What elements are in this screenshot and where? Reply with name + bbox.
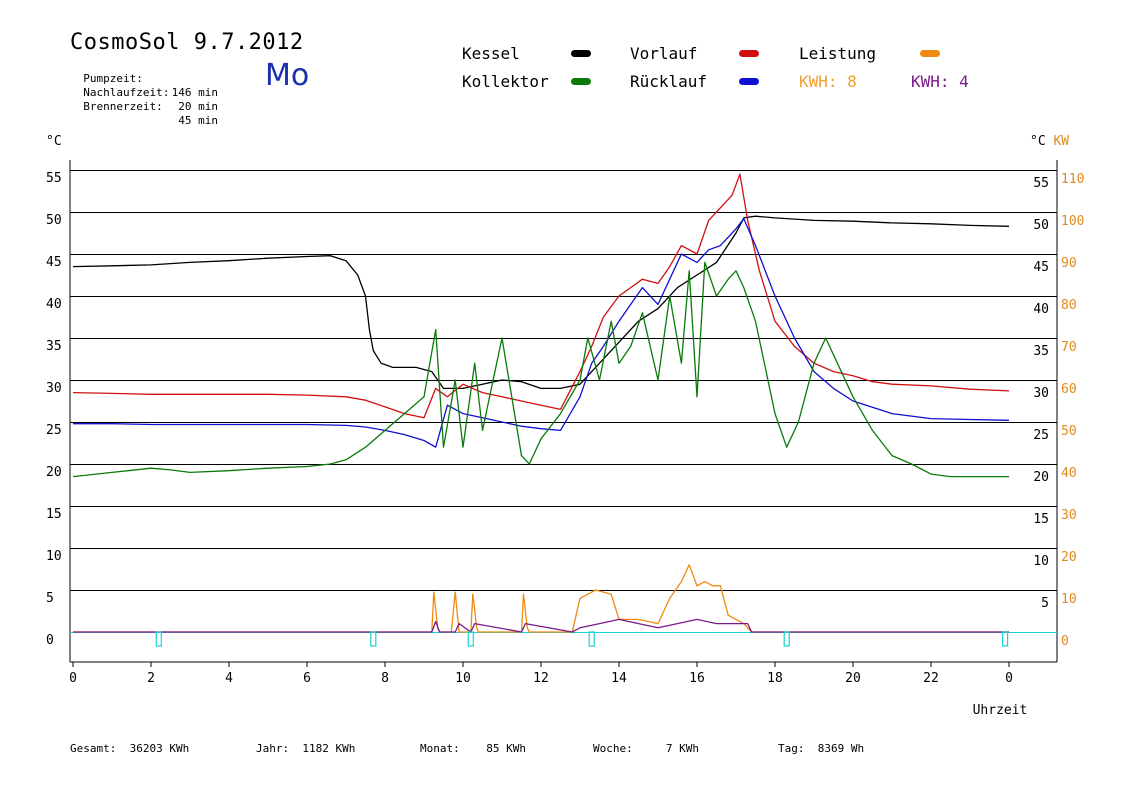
chart-grid xyxy=(69,160,1058,667)
x-tick-label: 10 xyxy=(455,671,471,686)
pump-pulse xyxy=(783,631,790,647)
legend-leistung: Leistung xyxy=(799,44,877,63)
y-tick-label-right-kw: 30 xyxy=(1061,508,1077,523)
y-tick-label-right-kw: 90 xyxy=(1061,256,1077,271)
x-tick-label: 16 xyxy=(689,671,705,686)
legend-ruecklauf-swatch xyxy=(739,78,759,85)
chart-series xyxy=(72,173,1010,647)
x-tick-label: 18 xyxy=(767,671,783,686)
legend-ruecklauf: Rücklauf xyxy=(630,72,708,91)
x-axis-label: Uhrzeit xyxy=(973,703,1028,718)
y-tick-label-right-c: 45 xyxy=(1033,260,1049,275)
series-kessel xyxy=(72,215,1010,390)
legend-kwh-orange: KWH: 8 xyxy=(799,72,857,91)
y-tick-label-right-c: 40 xyxy=(1033,302,1049,317)
legend-kessel-swatch xyxy=(571,50,591,57)
footer-tag: Tag: 8369 Wh xyxy=(778,742,865,755)
pump-pulse xyxy=(155,631,162,647)
y-tick-label-right-c: 50 xyxy=(1033,218,1049,233)
y-tick-label-right-c: 5 xyxy=(1041,596,1049,611)
nachlaufzeit-label: Nachlaufzeit: xyxy=(83,86,170,99)
x-tick-label: 8 xyxy=(381,671,389,686)
y-tick-label-right-c: 25 xyxy=(1033,428,1049,443)
pump-pulse xyxy=(1001,631,1009,647)
y-tick-label-right-kw: 20 xyxy=(1061,550,1077,565)
y-tick-label-right-c: 10 xyxy=(1033,554,1049,569)
series-ruecklauf xyxy=(73,218,1010,448)
y-tick-label-left: 40 xyxy=(46,297,62,312)
footer-woche: Woche: 7 KWh xyxy=(593,742,699,755)
pump-pulse xyxy=(370,631,377,647)
brennerzeit-value: 45 min xyxy=(178,114,218,127)
y-tick-label-left: 0 xyxy=(46,633,54,648)
y-tick-label-right-kw: 40 xyxy=(1061,466,1077,481)
chart-axis-labels: 0 2 4 6 8 10 12 14 16 18 20 22 0 Uhrzeit 0 5 10 15 20 25 30 3… xyxy=(46,134,1084,718)
y-tick-label-left: 45 xyxy=(46,255,62,270)
legend-kollektor-swatch xyxy=(571,78,591,85)
y-tick-label-right-kw: 100 xyxy=(1061,214,1084,229)
y-tick-label-right-c: 20 xyxy=(1033,470,1049,485)
brennerzeit-row: Brennerzeit: 45 min xyxy=(70,86,218,128)
y-tick-label-right-c: 30 xyxy=(1033,386,1049,401)
y-tick-label-right-c: 15 xyxy=(1033,512,1049,527)
footer-gesamt: Gesamt: 36203 KWh xyxy=(70,742,190,755)
x-tick-label: 20 xyxy=(845,671,861,686)
pump-pulse xyxy=(588,631,595,647)
legend-kollektor: Kollektor xyxy=(462,72,549,91)
pump-pulse xyxy=(467,631,474,647)
y-tick-label-left: 10 xyxy=(46,549,62,564)
x-tick-label: 0 xyxy=(69,671,77,686)
x-tick-label: 6 xyxy=(303,671,311,686)
y-axis-label-right: °C KW xyxy=(1030,134,1069,149)
y-tick-label-right-kw: 80 xyxy=(1061,298,1077,313)
y-tick-label-left: 5 xyxy=(46,591,54,606)
legend-vorlauf-swatch xyxy=(739,50,759,57)
legend-kessel: Kessel xyxy=(462,44,520,63)
y-tick-label-left: 35 xyxy=(46,339,62,354)
y-tick-label-right-kw: 70 xyxy=(1061,340,1077,355)
brennerzeit-label: Brennerzeit: xyxy=(83,100,163,113)
series-kollektor xyxy=(72,261,1009,478)
y-tick-label-right-kw: 50 xyxy=(1061,424,1077,439)
legend-kwh-purple: KWH: 4 xyxy=(911,72,969,91)
nachlaufzeit-value: 20 min xyxy=(178,100,218,113)
nachlaufzeit-row: Nachlaufzeit: 20 min xyxy=(70,72,218,114)
x-tick-label: 2 xyxy=(147,671,155,686)
y-axis-label-left: °C xyxy=(46,134,62,149)
y-tick-label-right-kw: 60 xyxy=(1061,382,1077,397)
y-tick-label-left: 25 xyxy=(46,423,62,438)
legend-leistung-swatch xyxy=(920,50,940,57)
pumpzeit-value: 146 min xyxy=(171,86,218,99)
x-tick-label: 22 xyxy=(923,671,939,686)
y-tick-label-right-kw: 110 xyxy=(1061,172,1084,187)
y-tick-label-right-kw: 0 xyxy=(1061,634,1069,649)
y-tick-label-right-c: 55 xyxy=(1033,176,1049,191)
x-tick-label: 14 xyxy=(611,671,627,686)
footer-jahr: Jahr: 1182 KWh xyxy=(256,742,356,755)
series-purple xyxy=(73,618,1009,633)
y-tick-label-right-c: 35 xyxy=(1033,344,1049,359)
y-tick-label-left: 20 xyxy=(46,465,62,480)
x-tick-label: 12 xyxy=(533,671,549,686)
weekday-label: Mo xyxy=(265,58,310,93)
chart-title: CosmoSol 9.7.2012 xyxy=(70,30,304,55)
y-tick-label-left: 55 xyxy=(46,171,62,186)
series-leistung xyxy=(73,564,1009,633)
y-tick-label-right-kw: 10 xyxy=(1061,592,1077,607)
pumpzeit-row: Pumpzeit: 146 min xyxy=(70,58,218,100)
footer-monat: Monat: 85 KWh xyxy=(420,742,526,755)
pumpzeit-label: Pumpzeit: xyxy=(83,72,143,85)
legend-vorlauf: Vorlauf xyxy=(630,44,698,63)
y-tick-label-left: 30 xyxy=(46,381,62,396)
y-tick-label-left: 50 xyxy=(46,213,62,228)
x-tick-label: 0 xyxy=(1005,671,1013,686)
x-tick-label: 4 xyxy=(225,671,233,686)
y-tick-label-left: 15 xyxy=(46,507,62,522)
